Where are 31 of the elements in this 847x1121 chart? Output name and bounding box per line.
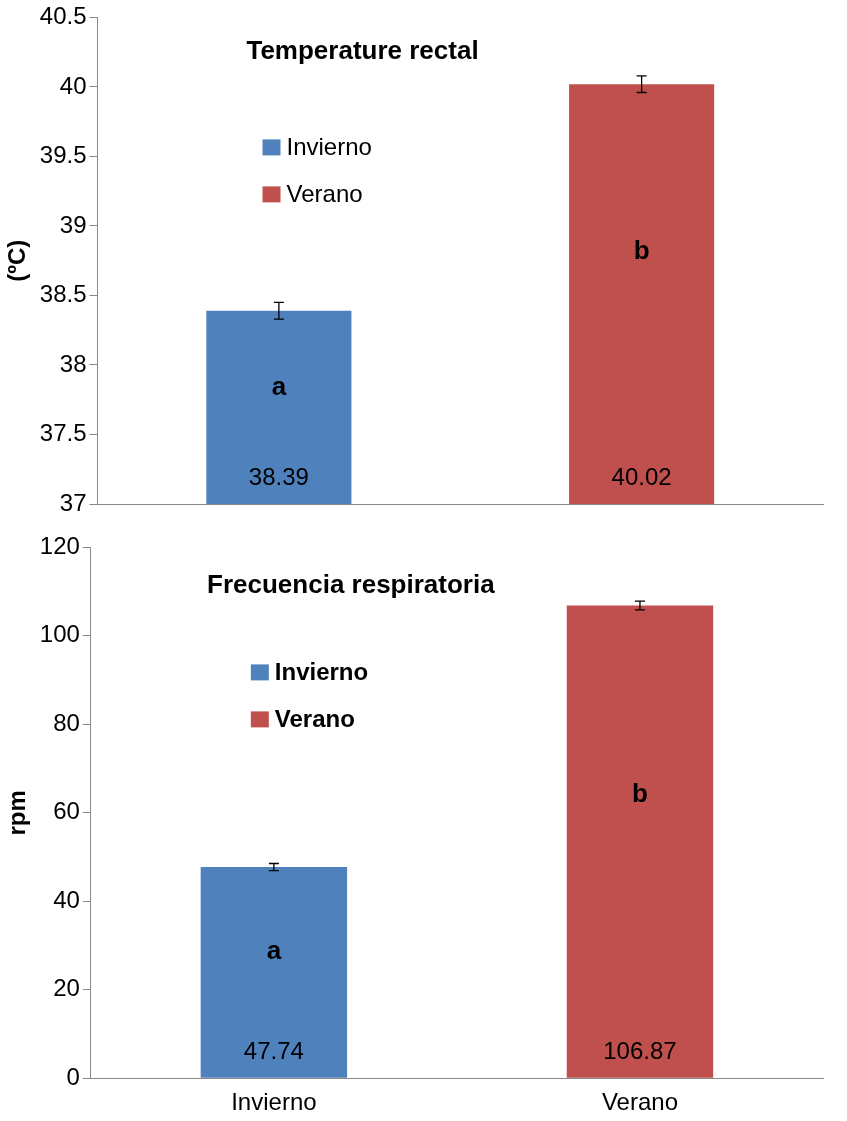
- annotation: a: [266, 934, 282, 965]
- y-tick-label: 0: [66, 1062, 80, 1090]
- y-tick-label: 60: [53, 797, 80, 825]
- y-tick-label: 100: [39, 620, 80, 648]
- data-label: 38.39: [248, 462, 309, 490]
- legend-label: Invierno: [274, 658, 369, 686]
- y-axis-title: (ºC): [3, 239, 31, 282]
- y-tick-label: 80: [53, 708, 80, 736]
- y-tick-label: 38.5: [39, 280, 87, 308]
- data-label: 106.87: [603, 1036, 677, 1064]
- data-label: 40.02: [611, 462, 672, 490]
- y-tick-label: 40: [53, 885, 80, 913]
- y-tick-label: 37.5: [39, 419, 87, 447]
- y-tick-label: 40: [59, 71, 87, 99]
- legend-label: Verano: [286, 180, 363, 208]
- y-tick-label: 120: [39, 532, 80, 560]
- y-tick-label: 37: [59, 488, 87, 516]
- data-label: 47.74: [243, 1036, 304, 1064]
- y-tick-label: 20: [53, 974, 80, 1002]
- y-tick-label: 38: [59, 349, 87, 377]
- y-tick-label: 39: [59, 210, 87, 238]
- y-axis-title: rpm: [3, 790, 31, 836]
- text: Temperature rectal: [246, 34, 479, 65]
- annotation: a: [271, 371, 287, 402]
- text: Frecuencia respiratoria: [207, 568, 496, 599]
- annotation: b: [632, 777, 648, 808]
- legend-label: Verano: [274, 705, 355, 733]
- y-tick-label: 39.5: [39, 141, 87, 169]
- y-tick-label: 40.5: [39, 2, 87, 30]
- legend-label: Invierno: [286, 133, 372, 161]
- annotation: b: [633, 235, 650, 266]
